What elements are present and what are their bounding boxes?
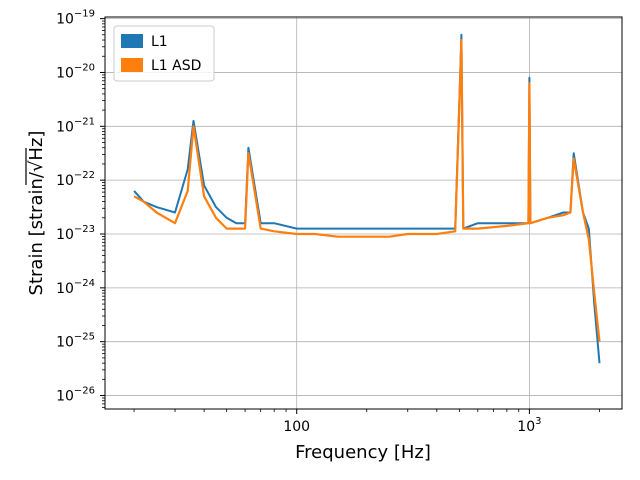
x-tick-label: 103	[517, 416, 541, 435]
grid	[105, 17, 622, 409]
x-axis-label: Frequency [Hz]	[295, 442, 431, 463]
y-tick-label: 10−26	[56, 386, 95, 405]
legend: L1 L1 ASD	[113, 25, 215, 82]
y-axis-label-prefix: Strain [strain/	[26, 171, 47, 295]
series-line-l1	[133, 33, 601, 364]
y-axis: 10−26 10−25 10−24 10−23 10−22 10−21 10−20 10−19	[56, 9, 105, 408]
y-tick-label: 10−19	[56, 9, 95, 28]
x-tick-label: 100	[283, 419, 310, 435]
y-axis-label-radicand: Hz	[26, 138, 47, 161]
y-tick-label: 10−24	[56, 278, 95, 297]
y-tick-label: 10−25	[56, 332, 95, 351]
y-tick-label: 10−23	[56, 224, 95, 243]
plot-border	[104, 16, 623, 410]
sqrt-symbol: √	[26, 160, 47, 172]
y-tick-label: 10−20	[56, 62, 95, 81]
series-line-l1-asd	[133, 39, 601, 342]
legend-swatch-l1	[121, 34, 143, 48]
plot-area	[105, 17, 622, 409]
legend-swatch-l1-asd	[121, 58, 143, 72]
series-layer	[133, 33, 601, 364]
y-axis-label: Strain [strain/√Hz]	[25, 131, 47, 296]
x-axis: 100 103	[133, 409, 600, 435]
y-tick-label: 10−21	[56, 116, 95, 135]
y-tick-label: 10−22	[56, 170, 95, 189]
y-axis-label-suffix: ]	[26, 131, 47, 138]
svg-text:Strain [strain/√Hz]: Strain [strain/√Hz]	[26, 131, 47, 296]
legend-label-l1-asd: L1 ASD	[151, 58, 201, 74]
legend-label-l1: L1	[151, 34, 168, 50]
